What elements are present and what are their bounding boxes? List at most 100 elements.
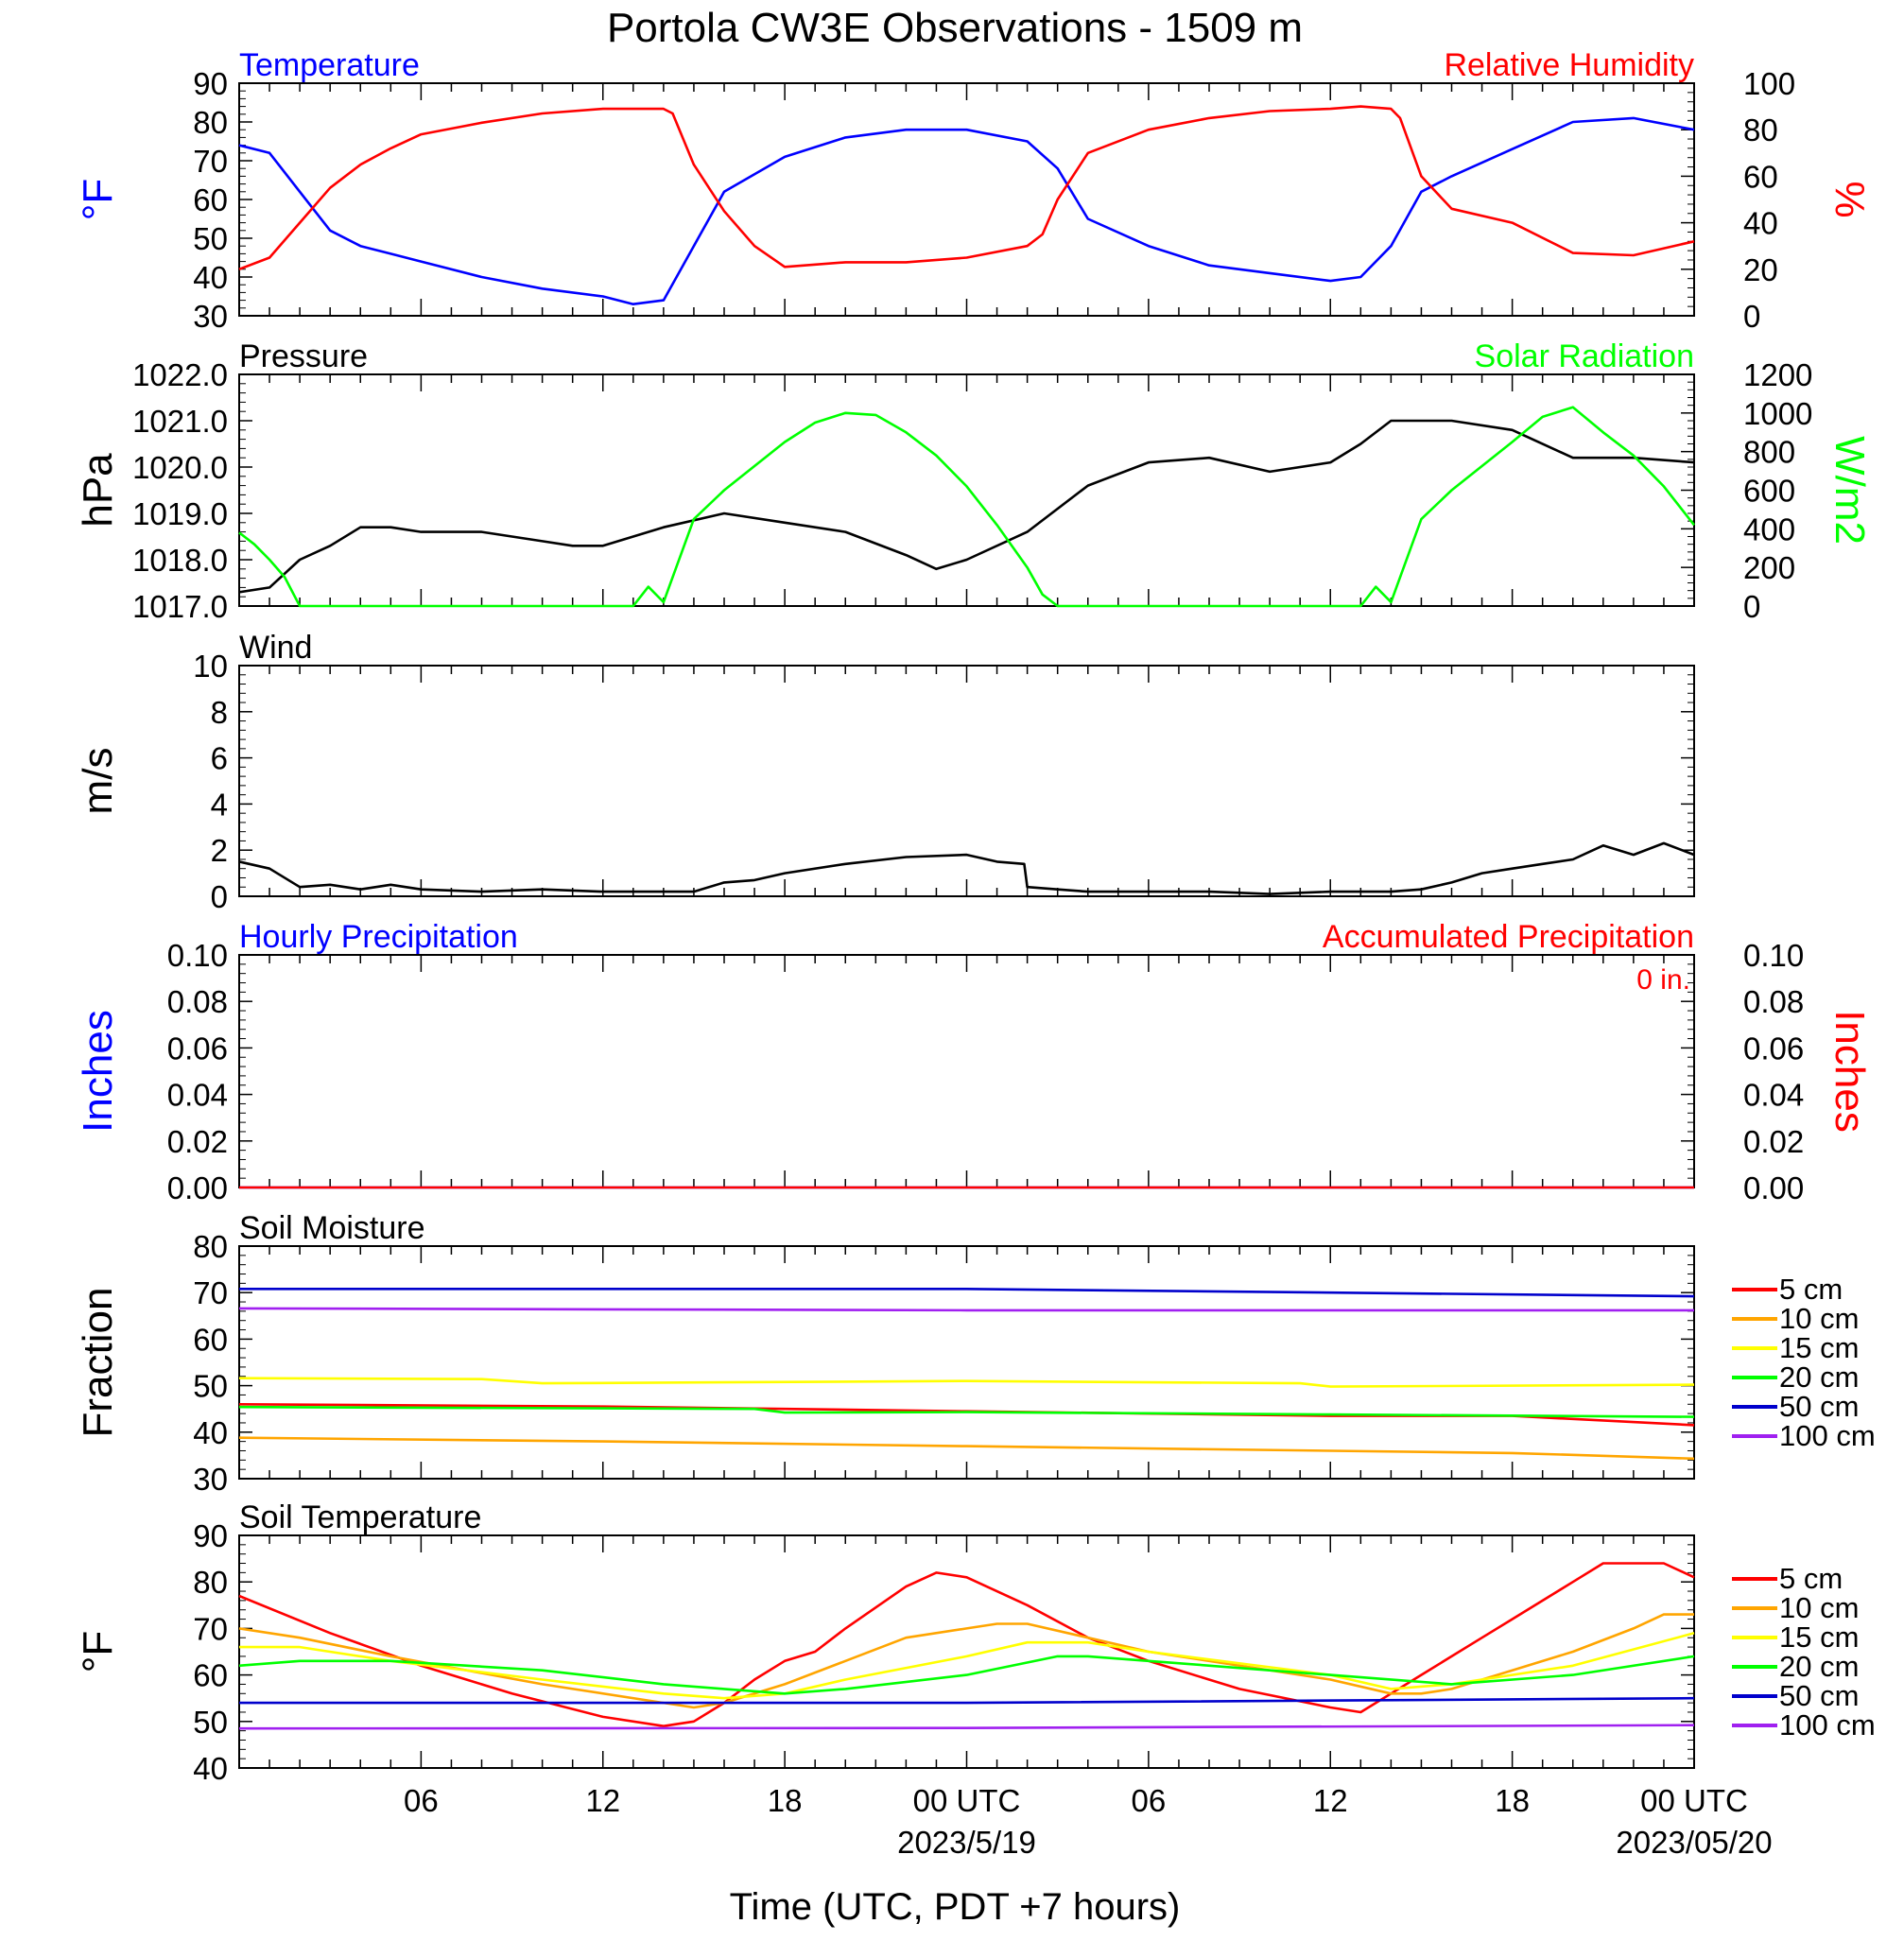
y-left-tick-label: 1019.0 xyxy=(132,496,228,531)
series-line-100-cm xyxy=(238,1724,1695,1730)
panel-frame xyxy=(238,373,1695,607)
legend-item-10-cm: 10 cm xyxy=(1732,1302,1859,1335)
x-date-label: 2023/05/20 xyxy=(1616,1825,1772,1860)
y-left-axis-label: Fraction xyxy=(75,1288,121,1438)
series-line-wind xyxy=(238,841,1695,895)
series-line-10-cm xyxy=(238,1436,1695,1461)
panel-title-right: Solar Radiation xyxy=(1475,338,1694,374)
x-tick-label: 00 UTC xyxy=(1640,1783,1748,1818)
y-right-tick-label: 0.02 xyxy=(1743,1124,1804,1159)
x-date-label: 2023/5/19 xyxy=(897,1825,1036,1860)
panel-frame xyxy=(238,1245,1695,1480)
series-line-15-cm xyxy=(239,1632,1695,1700)
x-tick-label: 06 xyxy=(404,1783,439,1818)
panel-hourly-precipitation: 0.00 0.02 0.04 0.06 0.08 0.10 0.00 0.02 0.04 0.06… xyxy=(75,919,1873,1205)
panel-title-left: Temperature xyxy=(239,47,420,83)
series-line-20-cm xyxy=(238,1655,1695,1695)
y-left-tick-label: 1022.0 xyxy=(132,357,228,392)
panel-frame xyxy=(238,954,1695,1188)
panel-soil-moisture: 30 40 50 60 70 80 Soil Moisture Fraction 5 cm10 … xyxy=(75,1210,1876,1497)
panel-wind: 0 2 4 6 8 10 Wind m/s xyxy=(75,630,1695,914)
panel-frame xyxy=(238,1534,1695,1769)
series-line-5-cm xyxy=(238,1562,1695,1727)
y-left-tick-label: 40 xyxy=(193,1415,228,1450)
panel-pressure: 1017.0 1018.0 1019.0 1020.0 1021.0 1022.0 0 200… xyxy=(75,338,1873,624)
series-line-temperature xyxy=(238,116,1695,306)
y-left-tick-label: 60 xyxy=(193,1658,228,1693)
legend-item-10-cm: 10 cm xyxy=(1732,1591,1859,1624)
panel-title-left: Wind xyxy=(239,630,312,666)
legend-label: 15 cm xyxy=(1779,1620,1859,1654)
series-line-20-cm xyxy=(238,1405,1695,1418)
legend-label: 50 cm xyxy=(1779,1679,1859,1712)
series-line-50-cm xyxy=(239,1696,1695,1705)
y-right-tick-label: 0.00 xyxy=(1743,1170,1804,1205)
series-line-15-cm xyxy=(238,1377,1695,1388)
y-left-axis-label: °F xyxy=(75,179,121,220)
panel-frame xyxy=(238,82,1695,317)
y-left-tick-label: 0 xyxy=(211,879,228,914)
y-left-tick-label: 70 xyxy=(193,144,228,179)
y-left-tick-label: 40 xyxy=(193,260,228,295)
panel-title-right: Relative Humidity xyxy=(1444,47,1694,83)
y-left-tick-label: 1017.0 xyxy=(132,589,228,624)
y-left-tick-label: 0.08 xyxy=(167,984,228,1019)
y-left-tick-label: 30 xyxy=(193,1462,228,1497)
y-left-axis-label: m/s xyxy=(75,748,121,815)
legend-item-20-cm: 20 cm xyxy=(1732,1650,1859,1683)
legend-item-5-cm: 5 cm xyxy=(1732,1562,1843,1595)
legend-item-15-cm: 15 cm xyxy=(1732,1620,1859,1654)
y-right-tick-label: 600 xyxy=(1743,474,1795,509)
legend-item-5-cm: 5 cm xyxy=(1732,1273,1843,1306)
legend-item-50-cm: 50 cm xyxy=(1732,1679,1859,1712)
y-right-tick-label: 1000 xyxy=(1743,396,1812,431)
x-axis-label: Time (UTC, PDT +7 hours) xyxy=(730,1886,1181,1928)
accumulated-precip-annotation: 0 in. xyxy=(1636,964,1690,996)
y-left-tick-label: 80 xyxy=(193,1565,228,1600)
x-tick-label: 18 xyxy=(768,1783,803,1818)
y-right-tick-label: 80 xyxy=(1743,113,1778,147)
y-left-tick-label: 30 xyxy=(193,299,228,334)
y-left-tick-label: 50 xyxy=(193,1705,228,1740)
legend-label: 10 cm xyxy=(1779,1591,1859,1624)
panel-title-left: Hourly Precipitation xyxy=(239,919,518,955)
y-left-tick-label: 90 xyxy=(193,1518,228,1553)
y-left-tick-label: 8 xyxy=(211,695,228,730)
figure-title: Portola CW3E Observations - 1509 m xyxy=(607,5,1303,51)
y-left-tick-label: 80 xyxy=(193,105,228,140)
y-left-tick-label: 1020.0 xyxy=(132,450,228,485)
y-left-tick-label: 60 xyxy=(193,182,228,217)
panel-title-left: Pressure xyxy=(239,338,368,374)
series-line-50-cm xyxy=(239,1288,1695,1298)
y-left-tick-label: 0.10 xyxy=(167,938,228,973)
y-left-tick-label: 1018.0 xyxy=(132,543,228,578)
y-right-tick-label: 0.04 xyxy=(1743,1078,1804,1113)
series-line-100-cm xyxy=(238,1307,1694,1312)
y-right-tick-label: 20 xyxy=(1743,252,1778,287)
y-left-tick-label: 70 xyxy=(193,1611,228,1646)
y-left-tick-label: 10 xyxy=(193,649,228,684)
y-right-tick-label: 100 xyxy=(1743,66,1795,101)
y-right-tick-label: 0.06 xyxy=(1743,1031,1804,1066)
y-right-axis-label: W/m2 xyxy=(1826,436,1873,545)
y-left-tick-label: 0.04 xyxy=(167,1078,228,1113)
legend-label: 100 cm xyxy=(1779,1419,1876,1452)
y-left-tick-label: 70 xyxy=(193,1275,228,1310)
x-tick-label: 12 xyxy=(585,1783,620,1818)
legend-label: 20 cm xyxy=(1779,1650,1859,1683)
y-left-tick-label: 6 xyxy=(211,741,228,776)
x-tick-label: 18 xyxy=(1495,1783,1530,1818)
legend-item-15-cm: 15 cm xyxy=(1732,1331,1859,1364)
legend-label: 10 cm xyxy=(1779,1302,1859,1335)
legend-label: 50 cm xyxy=(1779,1390,1859,1423)
y-left-axis-label: hPa xyxy=(75,453,121,528)
panel-title-left: Soil Moisture xyxy=(239,1210,425,1246)
series-line-solar-radiation xyxy=(238,406,1696,608)
series-line-relative-humidity xyxy=(238,105,1695,271)
legend-label: 15 cm xyxy=(1779,1331,1859,1364)
legend-label: 100 cm xyxy=(1779,1708,1876,1742)
x-tick-label: 06 xyxy=(1132,1783,1167,1818)
